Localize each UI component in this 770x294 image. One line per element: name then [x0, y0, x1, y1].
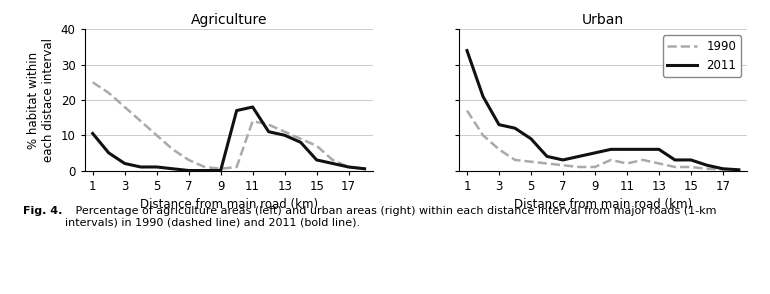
- Legend: 1990, 2011: 1990, 2011: [663, 35, 741, 77]
- Text: Percentage of agriculture areas (left) and urban areas (right) within each dista: Percentage of agriculture areas (left) a…: [65, 206, 717, 227]
- Title: Agriculture: Agriculture: [190, 13, 267, 27]
- Title: Urban: Urban: [582, 13, 624, 27]
- Y-axis label: % habitat within
each distace interval: % habitat within each distace interval: [27, 38, 55, 162]
- X-axis label: Distance from main road (km): Distance from main road (km): [514, 198, 692, 211]
- Text: Fig. 4.: Fig. 4.: [23, 206, 62, 216]
- X-axis label: Distance from main road (km): Distance from main road (km): [139, 198, 318, 211]
